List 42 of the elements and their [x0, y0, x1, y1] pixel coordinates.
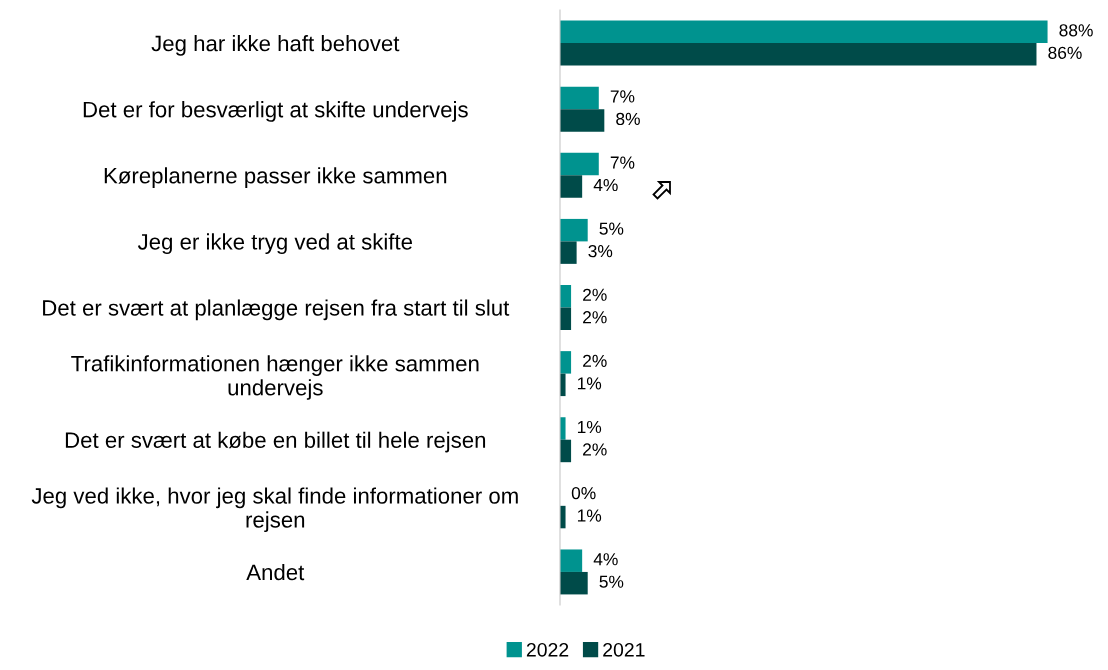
bar [560, 109, 605, 132]
bar [560, 152, 599, 176]
data-label: 7% [610, 90, 635, 103]
data-label: 2% [583, 443, 607, 456]
data-label: 1% [577, 377, 602, 390]
data-label: 3% [588, 244, 613, 258]
y-tick-label: Det er for besværligt at skifte undervejs [83, 101, 468, 122]
data-label: 5% [599, 575, 624, 588]
data-label: 5% [599, 222, 624, 235]
data-label: 1% [577, 420, 602, 434]
bar [560, 549, 583, 572]
bar [560, 175, 583, 198]
bar [560, 43, 1037, 66]
bar [560, 571, 588, 595]
data-label: 7% [610, 156, 635, 169]
y-tick-label: Det er svært at planlægge rejsen fra start til slut [43, 299, 510, 321]
data-label: 86% [1048, 46, 1082, 59]
data-label: 2% [583, 311, 607, 324]
data-label: 1% [577, 509, 602, 522]
bar [560, 20, 1048, 44]
y-tick-label: Jeg ved ikke, hvor jeg skal finde informationer om rejsen [31, 487, 518, 533]
y-tick-label: Andet [246, 563, 305, 581]
y-tick-label: Jeg har ikke haft behovet [151, 35, 400, 56]
bar [560, 86, 599, 110]
data-label: 4% [593, 178, 618, 192]
data-label: 2% [583, 288, 607, 301]
legend-label: 2022 [526, 642, 569, 657]
data-label: 8% [616, 112, 640, 126]
data-label: 88% [1059, 24, 1093, 37]
bar [560, 417, 566, 440]
y-tick-label: Jeg er ikke tryg ved at skifte [137, 233, 413, 255]
legend-label: 2021 [603, 642, 645, 657]
bar [560, 351, 572, 374]
y-tick-label: Køreplanerne passer ikke sammen [104, 167, 447, 188]
data-label: 0% [571, 486, 596, 500]
bar [560, 218, 588, 242]
y-tick-label: Trafikinformationen hænger ikke sammen undervejs [71, 355, 479, 400]
data-label: 2% [583, 354, 607, 367]
bar [560, 307, 572, 330]
y-tick-label: Det er svært at købe en billet til hele rejsen [65, 431, 486, 453]
data-label: 4% [593, 553, 618, 566]
bar [560, 241, 577, 264]
